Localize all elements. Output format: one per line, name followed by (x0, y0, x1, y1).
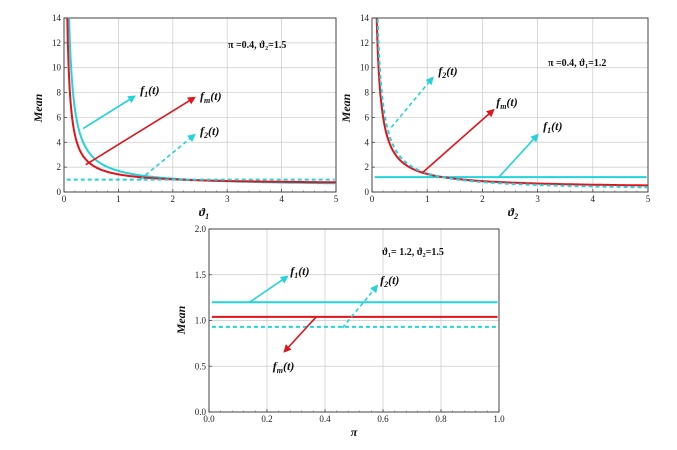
parameter-annotation: π =0.4, ϑ₂=1.5 (228, 40, 286, 51)
series-label: fm(t) (200, 89, 222, 105)
y-tick-label: 6 (57, 112, 62, 122)
x-tick-label: 1.0 (493, 414, 505, 424)
x-axis-label: ϑ1 (199, 205, 209, 221)
y-tick-label: 12 (52, 38, 61, 48)
y-tick-label: 2 (365, 162, 370, 172)
annotation-arrow (82, 95, 137, 130)
y-axis-label: Mean (174, 305, 188, 335)
y-tick-label: 8 (365, 88, 370, 98)
chart-panel-3: 0.0 0.2 0.4 0.6 0.8 1.0 0.0 0.5 1.0 1.5 2.0 f1(t) f2… (174, 224, 505, 439)
annotation-arrow (249, 275, 289, 303)
y-tick-label: 0 (365, 187, 370, 197)
x-axis-label: π (351, 425, 358, 439)
series-label: f1(t) (140, 83, 159, 99)
annotation-arrow (421, 108, 495, 174)
y-tick-label: 0.0 (195, 407, 207, 417)
x-tick-label: 3 (535, 194, 540, 204)
annotation-arrow (341, 284, 379, 329)
annotation-arrow (85, 96, 196, 166)
y-axis-label: Mean (339, 93, 353, 123)
series-label: f1(t) (543, 119, 562, 135)
y-tick-label: 2 (57, 162, 62, 172)
annotation-arrow (283, 316, 317, 353)
x-tick-label: 5 (646, 194, 651, 204)
annotation-arrow (498, 133, 539, 178)
x-tick-label: 0.2 (261, 414, 272, 424)
x-tick-label: 0.8 (435, 414, 447, 424)
y-tick-label: 1.5 (195, 270, 207, 280)
series-label: f1(t) (290, 264, 309, 280)
y-tick-label: 10 (360, 63, 370, 73)
x-axis-label: ϑ2 (508, 205, 518, 221)
plot-frame (208, 228, 500, 413)
y-tick-label: 12 (360, 38, 369, 48)
y-tick-label: 6 (365, 112, 370, 122)
y-axis-label: Mean (31, 93, 45, 123)
series-label: fm(t) (273, 359, 295, 375)
series-line-fmt (375, 18, 648, 187)
plot-frame (63, 17, 337, 193)
y-tick-label: 1.0 (195, 316, 207, 326)
x-tick-label: 1 (116, 194, 121, 204)
x-tick-label: 3 (225, 194, 230, 204)
series-label: f2(t) (438, 64, 457, 80)
y-tick-label: 0 (57, 187, 62, 197)
y-tick-label: 2.0 (195, 224, 207, 234)
parameter-annotation: π =0.4, ϑ₁=1.2 (548, 58, 606, 69)
x-tick-label: 0.0 (203, 414, 215, 424)
annotation-arrow (390, 76, 434, 128)
x-tick-label: 1 (425, 194, 430, 204)
y-tick-label: 14 (360, 13, 370, 23)
x-tick-label: 2 (171, 194, 176, 204)
x-tick-label: 0.4 (319, 414, 331, 424)
plot-frame (371, 17, 649, 193)
series-label: f2(t) (200, 124, 219, 140)
x-tick-label: 4 (591, 194, 596, 204)
x-tick-label: 4 (279, 194, 284, 204)
series-line-f2t (376, 18, 648, 189)
y-tick-label: 10 (52, 63, 62, 73)
x-tick-label: 2 (480, 194, 485, 204)
x-tick-label: 0 (370, 194, 375, 204)
y-tick-label: 4 (57, 137, 62, 147)
y-tick-label: 8 (57, 88, 62, 98)
y-tick-label: 0.5 (195, 361, 207, 371)
annotation-arrow (139, 133, 196, 181)
x-tick-label: 0 (62, 194, 67, 204)
series-label: f2(t) (380, 273, 399, 289)
series-label: fm(t) (496, 95, 518, 111)
parameter-annotation: ϑ₁= 1.2, ϑ₂=1.5 (382, 247, 444, 258)
x-tick-label: 0.6 (377, 414, 389, 424)
x-tick-label: 5 (334, 194, 339, 204)
y-tick-label: 4 (365, 137, 370, 147)
y-tick-label: 14 (52, 13, 62, 23)
